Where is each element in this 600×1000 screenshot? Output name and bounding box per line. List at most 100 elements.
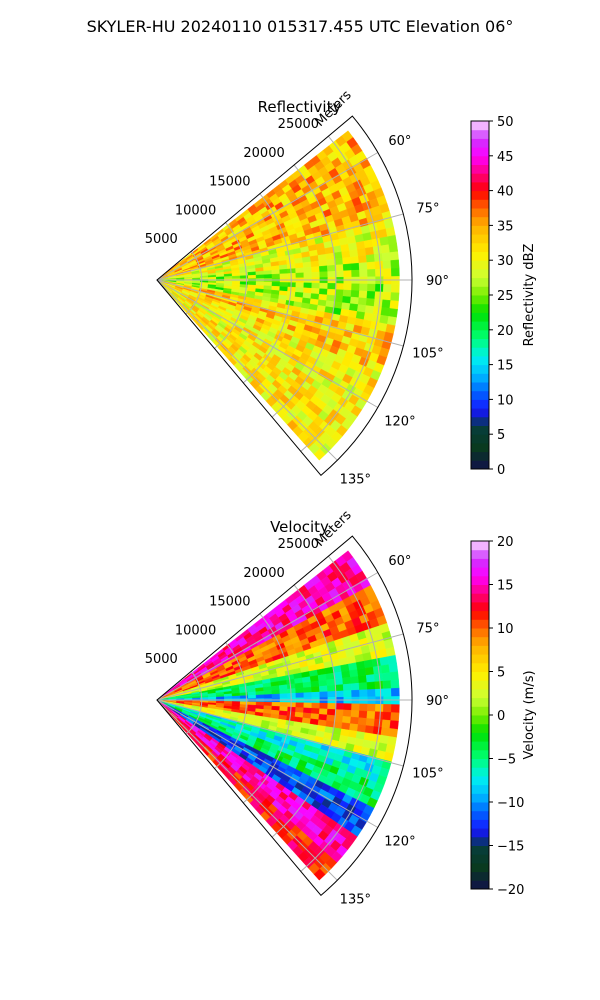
field-cell [318,679,328,687]
field-cell [350,682,360,691]
field-cell [342,716,352,724]
colorbar-segment [471,199,489,209]
field-cell [380,244,391,254]
field-cell [247,274,257,279]
range-tick-label: 15000 [209,595,250,610]
field-cell [389,251,399,261]
colorbar: 0 5 10 15 20 25 30 35 40 45 50 Reflectivity dBZ [470,115,537,478]
colorbar-segment [471,155,489,165]
colorbar-segment [471,862,489,873]
field-cell [349,249,359,258]
colorbar-segment [471,697,489,707]
field-cell [303,282,313,289]
field-cell [319,265,328,273]
colorbar-tick-label: 15 [497,579,514,594]
colorbar-segment [471,741,489,751]
azimuth-tick-label: 90° [426,694,449,709]
colorbar-segment [471,645,489,655]
field-cell [334,715,344,723]
field-cell [334,709,344,717]
field-cell [380,727,391,737]
field-cell [311,271,321,278]
field-cell [348,242,358,251]
field-cell [343,283,352,291]
field-cell [349,669,359,678]
field-cell [355,240,366,250]
colorbar-segment [471,575,489,585]
azimuth-spoke [156,572,379,701]
colorbar-segment [471,680,489,690]
field-cell [326,288,336,296]
velocity-title: Velocity [270,518,329,536]
azimuth-tick-label: 60° [388,554,411,569]
field-cell [319,271,328,278]
field-cell [271,701,281,707]
range-tick-label: 20000 [243,146,284,161]
field-cell [216,276,225,280]
field-cell [358,255,368,264]
range-tick-label: 5000 [145,652,178,667]
field-cell [371,237,382,248]
colorbar-segment [471,636,489,646]
field-cell [351,283,360,291]
field-cell [385,226,396,237]
field-cell [223,696,233,700]
field-cell [311,266,320,273]
field-cell [271,269,281,275]
field-cell [311,288,320,295]
field-cell [390,284,400,294]
colorbar-segment [471,749,489,759]
range-tick-label: 10000 [175,623,216,638]
field-cell [294,262,304,269]
field-cell [363,659,374,669]
sector-outline [156,115,413,477]
field-cell [383,688,392,697]
field-cell [374,711,384,720]
colorbar-segment [471,619,489,629]
field-cell [342,296,352,304]
azimuth-tick-label: 75° [416,621,439,636]
field-cell [357,667,367,677]
colorbar-segment [471,828,489,838]
azimuth-spoke [156,152,379,281]
field-cell [287,702,297,708]
field-cell [351,689,360,698]
field-cell [319,708,328,716]
field-cell [350,262,360,271]
azimuth-tick-label: 75° [416,201,439,216]
azimuth-spoke [156,213,404,281]
colorbar-segment [471,347,489,357]
field-cell [327,271,336,278]
colorbar-segment [471,382,489,392]
colorbar-segment [471,819,489,829]
colorbar-tick-label: 35 [497,219,514,234]
field-cell [318,259,328,267]
field-cell [382,260,392,270]
colorbar-segment [471,706,489,716]
field-cell [382,680,392,690]
field-cell [374,291,384,300]
colorbar-tick-label: 30 [497,254,514,269]
sector-outline [156,535,413,897]
colorbar-segment [471,845,489,855]
colorbar-tick-label: −20 [497,883,524,898]
field-cell [327,691,336,698]
field-cell [247,691,257,696]
field-cell [255,270,265,276]
field-cell [389,720,399,730]
colorbar-segment [471,688,489,699]
azimuth-spoke [156,279,338,461]
colorbar-segment [471,390,489,400]
colorbar-segment [471,671,489,681]
field-cell [255,274,265,279]
field-cell [363,239,374,249]
field-cell [247,694,257,699]
colorbar-segment [471,628,489,638]
field-cell [373,673,383,683]
azimuth-spoke [156,633,404,701]
field-cell [391,267,400,277]
colorbar-segment [471,434,489,444]
azimuth-tick-label: 90° [426,274,449,289]
field-cell [295,282,305,289]
field-cell [334,684,344,692]
